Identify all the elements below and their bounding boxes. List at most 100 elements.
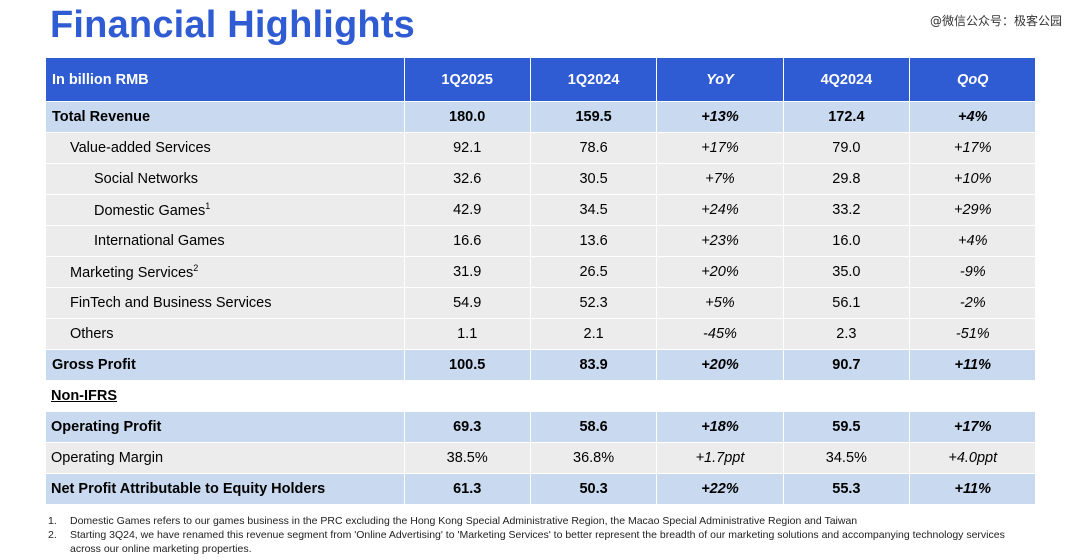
table-row: Value-added Services 92.1 78.6 +17% 79.0… — [46, 132, 1037, 164]
cell-1q2025: 54.9 — [404, 287, 531, 319]
cell-yoy: +24% — [656, 194, 784, 226]
row-label: Others — [46, 318, 405, 350]
cell-yoy: +7% — [656, 163, 784, 195]
cell-1q2024: 2.1 — [530, 318, 658, 350]
section-row: Non-IFRS — [46, 380, 1037, 412]
footnote: 1. Domestic Games refers to our games bu… — [48, 514, 1038, 528]
cell-1q2025: 32.6 — [404, 163, 531, 195]
cell-4q2024: 172.4 — [783, 101, 911, 133]
table-row: Operating Margin 38.5% 36.8% +1.7ppt 34.… — [46, 442, 1037, 474]
header-1q2024: 1Q2024 — [530, 58, 658, 102]
watermark: @微信公众号：极客公园 — [929, 14, 1062, 28]
header-yoy: YoY — [656, 58, 784, 102]
footnote-text: Starting 3Q24, we have renamed this reve… — [70, 529, 1005, 555]
header-qoq: QoQ — [909, 58, 1037, 102]
header-unit: In billion RMB — [46, 58, 405, 102]
cell-4q2024: 79.0 — [783, 132, 911, 164]
table-row: International Games 16.6 13.6 +23% 16.0 … — [46, 225, 1037, 257]
cell-4q2024: 29.8 — [783, 163, 911, 195]
row-label-text: Marketing Services — [70, 264, 194, 281]
cell-4q2024: 34.5% — [783, 442, 911, 474]
cell-yoy: +17% — [656, 132, 784, 164]
cell-1q2024: 159.5 — [530, 101, 658, 133]
footnote-marker: 2 — [193, 263, 199, 274]
cell-4q2024: 33.2 — [783, 194, 911, 226]
row-label: Net Profit Attributable to Equity Holder… — [46, 473, 405, 504]
cell-1q2024: 36.8% — [530, 442, 658, 474]
table-header-row: In billion RMB 1Q2025 1Q2024 YoY 4Q2024 … — [46, 58, 1037, 102]
table-row: Marketing Services2 31.9 26.5 +20% 35.0 … — [46, 256, 1037, 288]
row-label: Operating Margin — [46, 442, 405, 474]
cell-1q2025: 92.1 — [404, 132, 531, 164]
cell-4q2024: 59.5 — [783, 411, 911, 443]
cell-4q2024: 90.7 — [783, 349, 911, 381]
page-title: Financial Highlights — [50, 4, 416, 46]
cell-1q2025: 1.1 — [404, 318, 531, 350]
footnote-number: 2. — [48, 529, 57, 541]
header-1q2025: 1Q2025 — [404, 58, 531, 102]
row-label-text: Operating Profit — [51, 419, 162, 435]
row-label-text: International Games — [94, 233, 225, 249]
cell-1q2024: 34.5 — [530, 194, 658, 226]
footnote-text: Domestic Games refers to our games busin… — [70, 515, 858, 527]
cell-qoq: +17% — [909, 411, 1037, 443]
cell-4q2024: 56.1 — [783, 287, 911, 319]
footnote-number: 1. — [48, 515, 57, 527]
cell-1q2024: 26.5 — [530, 256, 658, 288]
cell-1q2025: 42.9 — [404, 194, 531, 226]
row-label: Operating Profit — [46, 411, 405, 443]
table-row: Social Networks 32.6 30.5 +7% 29.8 +10% — [46, 163, 1037, 195]
cell-1q2025: 61.3 — [404, 473, 531, 504]
cell-yoy: +18% — [656, 411, 784, 443]
row-label-text: Others — [70, 326, 114, 342]
cell-4q2024: 16.0 — [783, 225, 911, 257]
cell-qoq: +29% — [909, 194, 1037, 226]
cell-yoy: +20% — [656, 349, 784, 381]
cell-yoy: +13% — [656, 101, 784, 133]
cell-qoq: +4.0ppt — [909, 442, 1037, 474]
cell-1q2025: 38.5% — [404, 442, 531, 474]
row-label: Domestic Games1 — [46, 194, 405, 226]
cell-qoq: +17% — [909, 132, 1037, 164]
cell-qoq: +4% — [909, 225, 1037, 257]
table-row: Gross Profit 100.5 83.9 +20% 90.7 +11% — [46, 349, 1037, 381]
cell-yoy: +5% — [656, 287, 784, 319]
footnotes: 1. Domestic Games refers to our games bu… — [48, 514, 1038, 556]
table-row: Net Profit Attributable to Equity Holder… — [46, 473, 1037, 504]
cell-1q2024: 58.6 — [530, 411, 658, 443]
cell-qoq: +4% — [909, 101, 1037, 133]
cell-1q2025: 16.6 — [404, 225, 531, 257]
cell-1q2025: 100.5 — [404, 349, 531, 381]
cell-1q2024: 13.6 — [530, 225, 658, 257]
table-row: Operating Profit 69.3 58.6 +18% 59.5 +17… — [46, 411, 1037, 443]
footnote-marker: 1 — [205, 201, 211, 212]
table-row: FinTech and Business Services 54.9 52.3 … — [46, 287, 1037, 319]
row-label: International Games — [46, 225, 405, 257]
cell-1q2024: 52.3 — [530, 287, 658, 319]
cell-yoy: +22% — [656, 473, 784, 504]
financial-table: In billion RMB 1Q2025 1Q2024 YoY 4Q2024 … — [46, 58, 1037, 504]
row-label: FinTech and Business Services — [46, 287, 405, 319]
cell-1q2025: 180.0 — [404, 101, 531, 133]
row-label: Total Revenue — [46, 101, 405, 133]
row-label-text: Operating Margin — [51, 450, 164, 466]
non-ifrs-label: Non-IFRS — [46, 380, 1037, 412]
row-label-text: Domestic Games — [94, 202, 206, 219]
cell-qoq: -2% — [909, 287, 1037, 319]
cell-yoy: +20% — [656, 256, 784, 288]
row-label: Value-added Services — [46, 132, 405, 164]
cell-1q2024: 78.6 — [530, 132, 658, 164]
row-label-text: Social Networks — [94, 171, 198, 187]
row-label: Gross Profit — [46, 349, 405, 381]
cell-1q2025: 31.9 — [404, 256, 531, 288]
cell-qoq: +10% — [909, 163, 1037, 195]
cell-4q2024: 55.3 — [783, 473, 911, 504]
header-4q2024: 4Q2024 — [783, 58, 911, 102]
cell-4q2024: 35.0 — [783, 256, 911, 288]
cell-1q2025: 69.3 — [404, 411, 531, 443]
cell-1q2024: 50.3 — [530, 473, 658, 504]
row-label-text: Net Profit Attributable to Equity Holder… — [51, 481, 326, 497]
table-row: Domestic Games1 42.9 34.5 +24% 33.2 +29% — [46, 194, 1037, 226]
row-label-text: FinTech and Business Services — [70, 295, 272, 311]
cell-yoy: +23% — [656, 225, 784, 257]
